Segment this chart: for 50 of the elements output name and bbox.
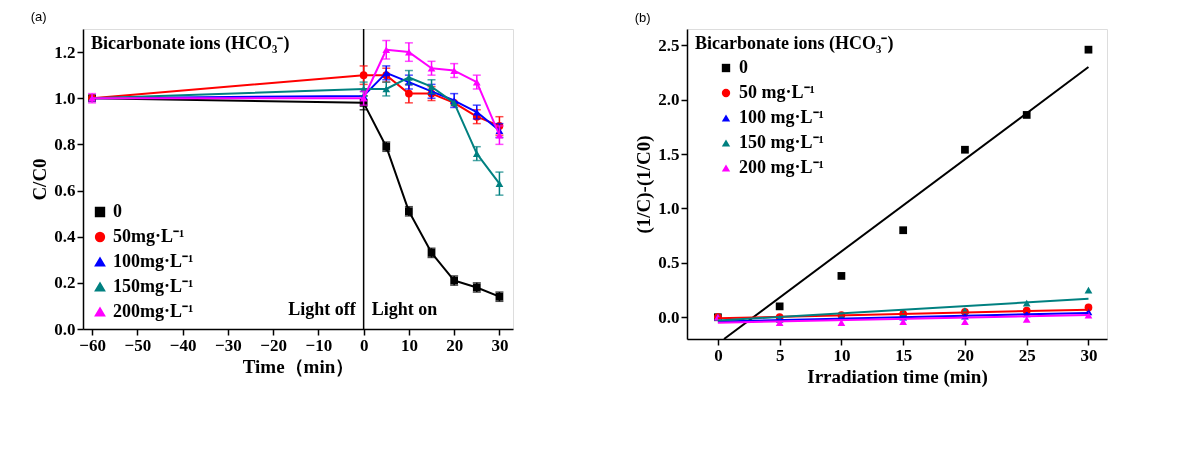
legend-label: 100mg·L⁻¹	[113, 251, 194, 271]
y-tick-label: 0.2	[54, 273, 76, 293]
y-tick-label: 2.0	[658, 90, 680, 110]
x-tick-label: −60	[79, 335, 106, 355]
x-axis-title: Irradiation time (min)	[807, 365, 988, 388]
x-tick-label: −10	[305, 335, 333, 355]
legend-label: 200 mg·L⁻¹	[739, 157, 824, 177]
x-tick-label: 15	[895, 345, 913, 365]
legend-label: 50 mg·L⁻¹	[739, 82, 815, 102]
x-tick-label: 20	[446, 335, 464, 355]
y-tick-label: 1.0	[658, 198, 680, 218]
y-tick-label: 2.5	[658, 35, 680, 55]
x-tick-label: 25	[1018, 345, 1036, 365]
legend-label: 100 mg·L⁻¹	[739, 107, 824, 127]
annotation: Light on	[371, 299, 438, 319]
y-tick-label: 1.5	[658, 144, 680, 164]
chart-title: (a)	[30, 9, 47, 25]
legend-title: Bicarbonate ions (HCO₃⁻)	[695, 33, 894, 54]
x-tick-label: 10	[833, 345, 851, 365]
legend-label: 0	[739, 57, 748, 77]
annotation: Light off	[288, 299, 357, 319]
x-tick-label: −50	[124, 335, 152, 355]
x-tick-label: −30	[215, 335, 242, 355]
legend-label: 200mg·L⁻¹	[113, 301, 194, 321]
legend-label: 150mg·L⁻¹	[113, 276, 194, 296]
x-tick-label: 0	[359, 335, 369, 355]
chart-title: (b)	[634, 10, 651, 25]
legend-label: 50mg·L⁻¹	[113, 226, 185, 246]
y-tick-label: 0.5	[658, 253, 680, 273]
x-tick-label: −20	[260, 335, 287, 355]
x-tick-label: 0	[714, 345, 723, 365]
y-tick-label: 1.0	[54, 88, 76, 108]
y-tick-label: 0.6	[54, 181, 76, 201]
x-tick-label: 30	[491, 335, 509, 355]
y-tick-label: 0.8	[54, 134, 76, 154]
x-tick-label: 20	[956, 345, 974, 365]
x-tick-label: 10	[400, 335, 418, 355]
x-tick-label: 5	[775, 345, 785, 365]
y-tick-label: 0.0	[658, 307, 680, 327]
y-axis-title: C/C0	[29, 158, 51, 201]
y-tick-label: 0.0	[54, 319, 76, 339]
x-tick-label: −40	[169, 335, 197, 355]
x-axis-title: Time（min）	[242, 355, 355, 377]
y-tick-label: 0.4	[54, 227, 76, 247]
legend-label: 150 mg·L⁻¹	[739, 132, 824, 152]
legend-label: 0	[113, 201, 122, 221]
y-axis-title: (1/C)-(1/C0)	[633, 135, 656, 234]
legend-title: Bicarbonate ions (HCO₃⁻)	[91, 33, 290, 54]
y-tick-label: 1.2	[54, 42, 76, 62]
x-tick-label: 30	[1080, 345, 1098, 365]
